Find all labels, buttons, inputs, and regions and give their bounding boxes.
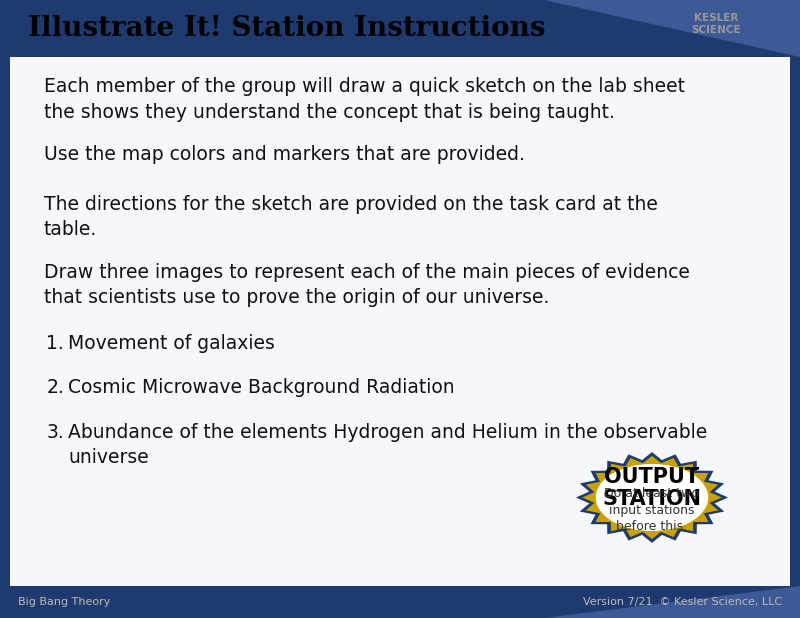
- Text: Illustrate It! Station Instructions: Illustrate It! Station Instructions: [28, 15, 546, 42]
- Text: Each member of the group will draw a quick sketch on the lab sheet
the shows the: Each member of the group will draw a qui…: [44, 77, 685, 122]
- FancyBboxPatch shape: [0, 57, 10, 586]
- Text: Do at least two
input stations
before this.: Do at least two input stations before th…: [605, 487, 699, 533]
- Text: Cosmic Microwave Background Radiation: Cosmic Microwave Background Radiation: [68, 378, 454, 397]
- Text: Big Bang Theory: Big Bang Theory: [18, 597, 110, 607]
- Text: Draw three images to represent each of the main pieces of evidence
that scientis: Draw three images to represent each of t…: [44, 263, 690, 307]
- Text: Movement of galaxies: Movement of galaxies: [68, 334, 275, 353]
- Text: 3.: 3.: [46, 423, 64, 442]
- Text: Use the map colors and markers that are provided.: Use the map colors and markers that are …: [44, 145, 525, 164]
- Polygon shape: [544, 0, 800, 57]
- Polygon shape: [544, 586, 800, 618]
- FancyBboxPatch shape: [0, 0, 800, 57]
- Text: The directions for the sketch are provided on the task card at the
table.: The directions for the sketch are provid…: [44, 195, 658, 239]
- FancyBboxPatch shape: [10, 57, 790, 586]
- Polygon shape: [576, 452, 728, 543]
- Text: OUTPUT
STATION: OUTPUT STATION: [602, 467, 702, 509]
- Ellipse shape: [596, 464, 708, 531]
- Text: 1.: 1.: [46, 334, 64, 353]
- Text: KESLER
SCIENCE: KESLER SCIENCE: [691, 13, 741, 35]
- FancyBboxPatch shape: [790, 57, 800, 586]
- Text: 2.: 2.: [46, 378, 64, 397]
- Polygon shape: [582, 456, 722, 539]
- FancyBboxPatch shape: [0, 586, 800, 618]
- Text: Version 7/21  © Kesler Science, LLC: Version 7/21 © Kesler Science, LLC: [583, 597, 782, 607]
- Text: Abundance of the elements Hydrogen and Helium in the observable
universe: Abundance of the elements Hydrogen and H…: [68, 423, 707, 467]
